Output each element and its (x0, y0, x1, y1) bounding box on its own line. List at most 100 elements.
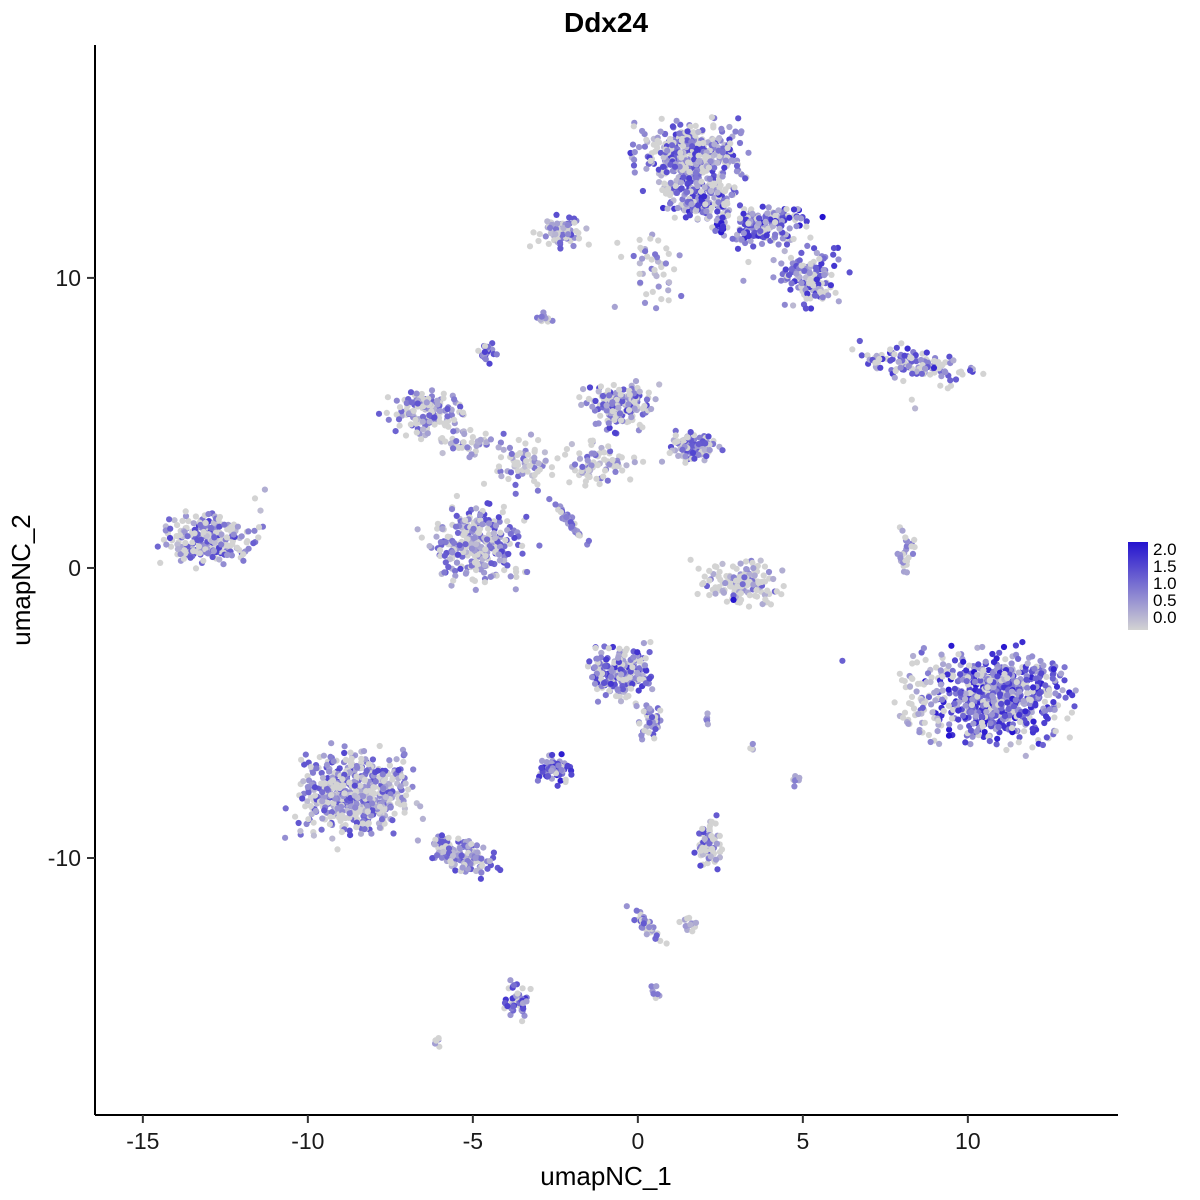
data-point (582, 482, 589, 489)
data-point (977, 677, 984, 684)
data-point (527, 431, 535, 438)
data-point (401, 809, 408, 816)
data-point (627, 476, 634, 483)
data-point (682, 164, 690, 171)
data-point (319, 815, 326, 822)
data-point (1017, 718, 1024, 726)
axes-layer: -15 -10 -5 0 5 10 100-10 umapNC_1 umapNC_2 (6, 45, 1118, 1191)
data-point (508, 450, 515, 457)
data-point (1046, 691, 1053, 699)
data-point (646, 649, 653, 656)
data-point (912, 405, 919, 412)
data-point (626, 391, 633, 398)
data-point (924, 359, 932, 366)
data-point (485, 531, 493, 538)
data-point (166, 534, 174, 542)
data-point (555, 762, 562, 769)
data-point (1004, 699, 1011, 706)
data-point (1002, 656, 1009, 663)
data-point (673, 117, 680, 124)
data-point (454, 529, 462, 537)
data-point (647, 157, 654, 164)
data-point (900, 377, 907, 385)
data-point (376, 803, 384, 810)
data-point (679, 446, 686, 453)
data-point (806, 280, 813, 287)
data-point (444, 406, 451, 413)
legend-colorbar: 2.01.51.00.50.0 (1128, 540, 1177, 630)
data-point (711, 563, 719, 570)
data-point (393, 397, 400, 404)
data-point (980, 370, 987, 377)
data-point (385, 416, 392, 423)
data-point (933, 664, 940, 671)
data-point (1042, 708, 1049, 715)
data-point (692, 919, 700, 926)
data-point (552, 770, 560, 777)
data-point (623, 676, 630, 683)
data-point (692, 169, 700, 176)
data-point (185, 518, 192, 525)
data-point (1069, 692, 1076, 699)
data-point (395, 767, 402, 774)
data-point (452, 567, 459, 575)
data-point (745, 220, 752, 227)
data-point (740, 230, 747, 237)
data-point (811, 292, 819, 299)
data-point (719, 447, 726, 454)
data-point (667, 200, 674, 207)
data-point (783, 206, 790, 213)
data-point (552, 501, 559, 508)
data-point (650, 141, 657, 148)
data-point (652, 396, 659, 403)
data-point (948, 642, 955, 649)
data-point (762, 596, 769, 603)
data-point (588, 462, 595, 469)
data-point (877, 364, 884, 371)
data-point (490, 530, 497, 537)
data-point (357, 806, 364, 813)
data-point (930, 364, 938, 371)
data-point (479, 521, 486, 528)
data-point (1023, 676, 1030, 683)
data-point (473, 567, 480, 574)
data-point (778, 260, 785, 267)
data-point (650, 990, 657, 997)
data-point (234, 544, 241, 551)
data-point (595, 388, 602, 395)
data-point (215, 516, 222, 523)
data-point (995, 723, 1002, 731)
data-point (735, 115, 742, 122)
data-point (702, 847, 710, 854)
data-point (927, 738, 934, 746)
data-point (1015, 669, 1022, 676)
data-point (967, 367, 974, 374)
data-point (656, 381, 663, 388)
data-point (679, 142, 687, 150)
data-point (891, 374, 898, 381)
data-point (596, 481, 603, 488)
data-point (180, 555, 187, 562)
data-point (189, 539, 196, 546)
data-point (922, 656, 929, 664)
data-point (927, 678, 934, 686)
y-tick-label: -10 (48, 845, 81, 871)
data-point (461, 430, 468, 438)
data-point (740, 210, 747, 217)
data-point (368, 830, 375, 837)
data-point (382, 794, 389, 801)
data-point (902, 557, 909, 564)
data-point (436, 547, 444, 554)
data-point (955, 716, 962, 723)
data-point (729, 235, 736, 242)
data-point (477, 566, 484, 573)
data-point (585, 241, 592, 248)
data-point (895, 358, 902, 365)
data-point (1050, 666, 1057, 673)
data-point (967, 741, 974, 748)
data-point (779, 567, 786, 574)
data-point (510, 982, 517, 989)
data-point (915, 710, 922, 718)
data-point (998, 700, 1005, 708)
data-point (375, 410, 383, 417)
